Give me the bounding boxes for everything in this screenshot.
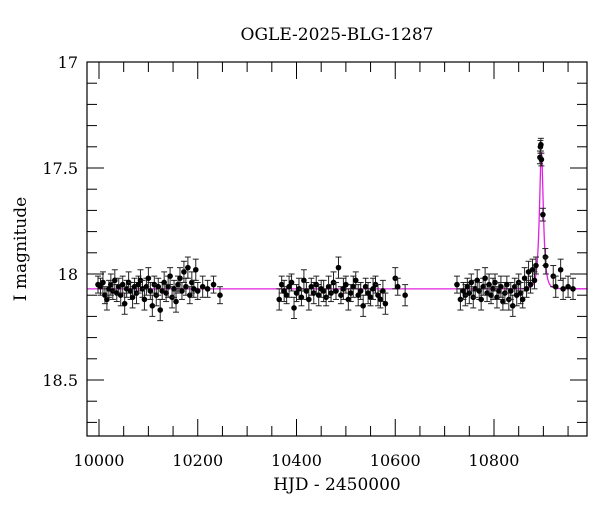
data-point [538,152,545,167]
data-point [394,277,401,296]
data-point [402,284,409,307]
y-axis-ticks [87,82,587,423]
y-tick-label: 17 [58,53,78,72]
data-point [194,281,201,300]
data-point [298,288,305,307]
data-point [521,267,528,290]
y-axis-label: I magnitude [11,197,31,301]
data-point [204,279,211,298]
data-point [276,288,283,311]
x-tick-label: 10400 [271,451,322,470]
x-tick-label: 10600 [370,451,421,470]
data-point [367,288,374,307]
data-point [552,275,559,298]
data-point [503,275,510,294]
data-point [192,258,199,281]
data-point [342,275,349,294]
x-axis-ticks [98,62,569,436]
data-point [176,267,183,290]
data-point [199,275,206,298]
data-point [355,284,362,307]
data-point [560,277,567,300]
x-axis-label: HJD - 2450000 [273,475,401,495]
data-point [542,256,549,275]
data-point [523,279,530,298]
data-point [513,284,520,307]
data-point [491,273,498,292]
data-point [167,267,174,286]
y-tick-label: 18.5 [42,371,78,390]
y-tick-label: 17.5 [42,159,78,178]
y-tick-label: 18 [58,265,78,284]
data-point [537,137,544,152]
data-point [293,284,300,303]
data-point [557,258,564,281]
data-point [532,256,539,275]
chart-title: OGLE-2025-BLG-1287 [241,25,434,45]
data-point [360,294,367,317]
data-point [157,298,164,322]
data-point [480,277,487,296]
data-point [497,275,504,298]
data-point [141,288,148,311]
data-point [539,207,546,222]
data-point [216,286,223,305]
data-point [149,294,156,317]
data-point [180,260,187,283]
x-tick-label: 10000 [74,451,125,470]
data-point [171,279,178,298]
data-point [147,281,154,300]
data-point [565,275,572,298]
data-point [184,256,191,279]
data-point [519,290,526,309]
data-points [95,137,576,322]
data-point [107,273,114,296]
data-point [453,275,460,294]
data-point [121,292,128,315]
data-point [155,277,162,296]
data-point [129,286,136,309]
data-point [335,256,342,279]
data-point [382,292,389,315]
x-axis-tick-labels: 10000 10200 10400 10600 10800 [74,451,520,470]
data-point [210,275,217,294]
data-point [529,258,536,281]
data-point [570,277,576,300]
data-point [283,286,290,305]
data-point [352,271,359,290]
data-point [531,271,538,290]
data-point [143,277,150,296]
data-point [288,273,295,292]
plot-area [86,61,588,437]
x-tick-label: 10200 [172,451,223,470]
plot-frame [86,61,588,437]
data-point [333,281,339,300]
data-point [145,267,152,290]
x-tick-label: 10800 [469,451,520,470]
y-axis-tick-labels: 17 17.5 18 18.5 [42,53,78,390]
